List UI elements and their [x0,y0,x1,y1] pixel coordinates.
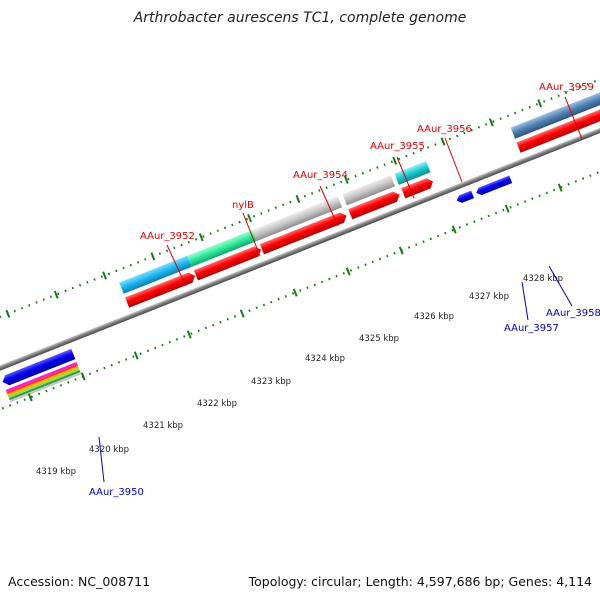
gene-arrow-aaur-3959[interactable] [516,103,600,153]
major-tick [295,194,301,204]
gene-arrow-aaur-3958[interactable] [475,175,513,197]
tick-label: 4325 kbp [359,334,399,344]
gene-arrow-aaur-3954[interactable] [259,211,349,255]
reverse-genes [1,175,513,387]
cog-block-aaur-3955[interactable] [342,175,396,206]
gene-arrow-nylb[interactable] [193,244,263,281]
tick-label: 4326 kbp [414,312,454,322]
cog-block-aaur-3956[interactable] [394,161,431,185]
scale-labels: 4319 kbp 4320 kbp 4321 kbp 4322 kbp 4323… [36,274,563,477]
cog-block-aaur-3952[interactable] [119,255,192,294]
major-tick [150,252,156,261]
inner-tick-track [0,159,600,427]
accession-text: Accession: NC_008711 [8,574,151,589]
tick-label: 4327 kbp [469,292,509,302]
tick-label: 4328 kbp [523,274,563,284]
major-tick [198,233,204,242]
gene-arrow-aaur-3952[interactable] [125,271,197,308]
major-tick [53,290,59,299]
major-tick [392,156,398,165]
forward-genes [125,103,600,308]
topology-text: Topology: circular; Length: 4,597,686 bp… [248,574,592,589]
gene-arrow-aaur-3955[interactable] [348,190,401,220]
gene-arrow-aaur-3957[interactable] [455,190,475,205]
track-group [0,79,600,427]
gene-arrow-aaur-3956[interactable] [401,176,435,199]
forward-leaders [166,96,583,287]
gene-label-aaur-3956[interactable]: AAur_3956 [417,124,472,135]
tick-label: 4322 kbp [197,399,237,409]
major-tick [247,214,253,223]
major-tick [537,99,543,108]
tick-label: 4324 kbp [305,354,345,364]
outer-tick-track [0,79,597,347]
major-tick [343,175,349,184]
major-tick [488,118,494,127]
gene-label-aaur-3954[interactable]: AAur_3954 [293,170,348,181]
gene-label-aaur-3958[interactable]: AAur_3958 [546,308,600,319]
reverse-leaders [98,265,573,483]
cog-block-aaur-3959[interactable] [510,90,600,139]
tick-label: 4323 kbp [251,377,291,387]
tick-label: 4321 kbp [143,421,183,431]
reverse-cog-band [5,361,82,403]
forward-cog-band [119,90,600,294]
gene-label-aaur-3955[interactable]: AAur_3955 [370,141,425,152]
gene-label-aaur-3957[interactable]: AAur_3957 [504,323,559,334]
gene-label-nylb[interactable]: nylB [232,200,254,211]
cog-block-nylb[interactable] [187,229,257,267]
gene-arrow-aaur-3950[interactable] [1,348,76,387]
major-tick [102,271,107,280]
gene-label-aaur-3952[interactable]: AAur_3952 [140,231,195,242]
major-tick [5,309,11,318]
major-tick [440,137,446,146]
genome-backbone [0,118,600,396]
map-title: Arthrobacter aurescens TC1, complete gen… [133,10,467,26]
forward-gene-labels: AAur_3952 nylB AAur_3954 AAur_3955 AAur_… [140,82,594,242]
tick-label: 4320 kbp [89,445,129,455]
reverse-gene-labels: AAur_3950 AAur_3957 AAur_3958 [89,308,600,498]
cog-block-aaur-3954[interactable] [252,196,343,242]
gene-label-aaur-3959[interactable]: AAur_3959 [539,82,594,93]
tick-label: 4319 kbp [36,467,76,477]
gene-label-aaur-3950[interactable]: AAur_3950 [89,487,144,498]
